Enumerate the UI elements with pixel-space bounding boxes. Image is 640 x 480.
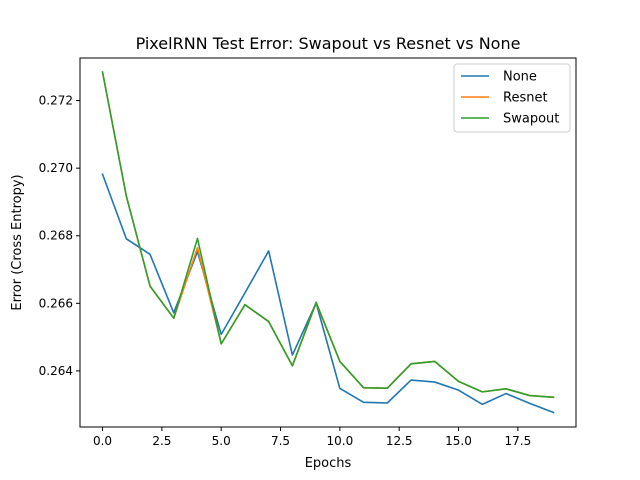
- x-tick-label: 15.0: [445, 434, 472, 448]
- y-tick-label: 0.270: [39, 161, 73, 175]
- x-tick-label: 12.5: [386, 434, 413, 448]
- x-tick-label: 5.0: [212, 434, 231, 448]
- x-tick-label: 7.5: [271, 434, 290, 448]
- x-tick-label: 10.0: [327, 434, 354, 448]
- plot-frame: [79, 57, 577, 428]
- legend-label-swapout: Swapout: [503, 112, 559, 127]
- x-tick-label: 2.5: [152, 434, 171, 448]
- chart-title: PixelRNN Test Error: Swapout vs Resnet v…: [136, 34, 521, 53]
- legend-entries: None Resnet Swapout: [461, 70, 559, 127]
- y-axis-label: Error (Cross Entropy): [10, 174, 25, 310]
- series-line-none: [101, 173, 555, 414]
- x-axis-ticks: 0.0 2.5 5.0 7.5 10.0 12.5 15.0 17.5: [93, 427, 531, 448]
- x-tick-label: 0.0: [93, 434, 112, 448]
- y-tick-label: 0.264: [39, 364, 73, 378]
- legend-label-none: None: [503, 70, 537, 85]
- y-tick-label: 0.266: [39, 296, 73, 310]
- x-tick-label: 17.5: [504, 434, 531, 448]
- series-layer: [101, 71, 555, 414]
- y-tick-label: 0.268: [39, 229, 73, 243]
- legend: None Resnet Swapout: [453, 63, 571, 133]
- series-line-swapout: [101, 71, 555, 399]
- legend-label-resnet: Resnet: [503, 91, 548, 106]
- y-tick-label: 0.272: [39, 94, 73, 108]
- legend-box: [453, 63, 571, 133]
- y-axis-ticks: 0.264 0.266 0.268 0.270 0.272: [39, 94, 80, 378]
- x-axis-label: Epochs: [305, 456, 352, 471]
